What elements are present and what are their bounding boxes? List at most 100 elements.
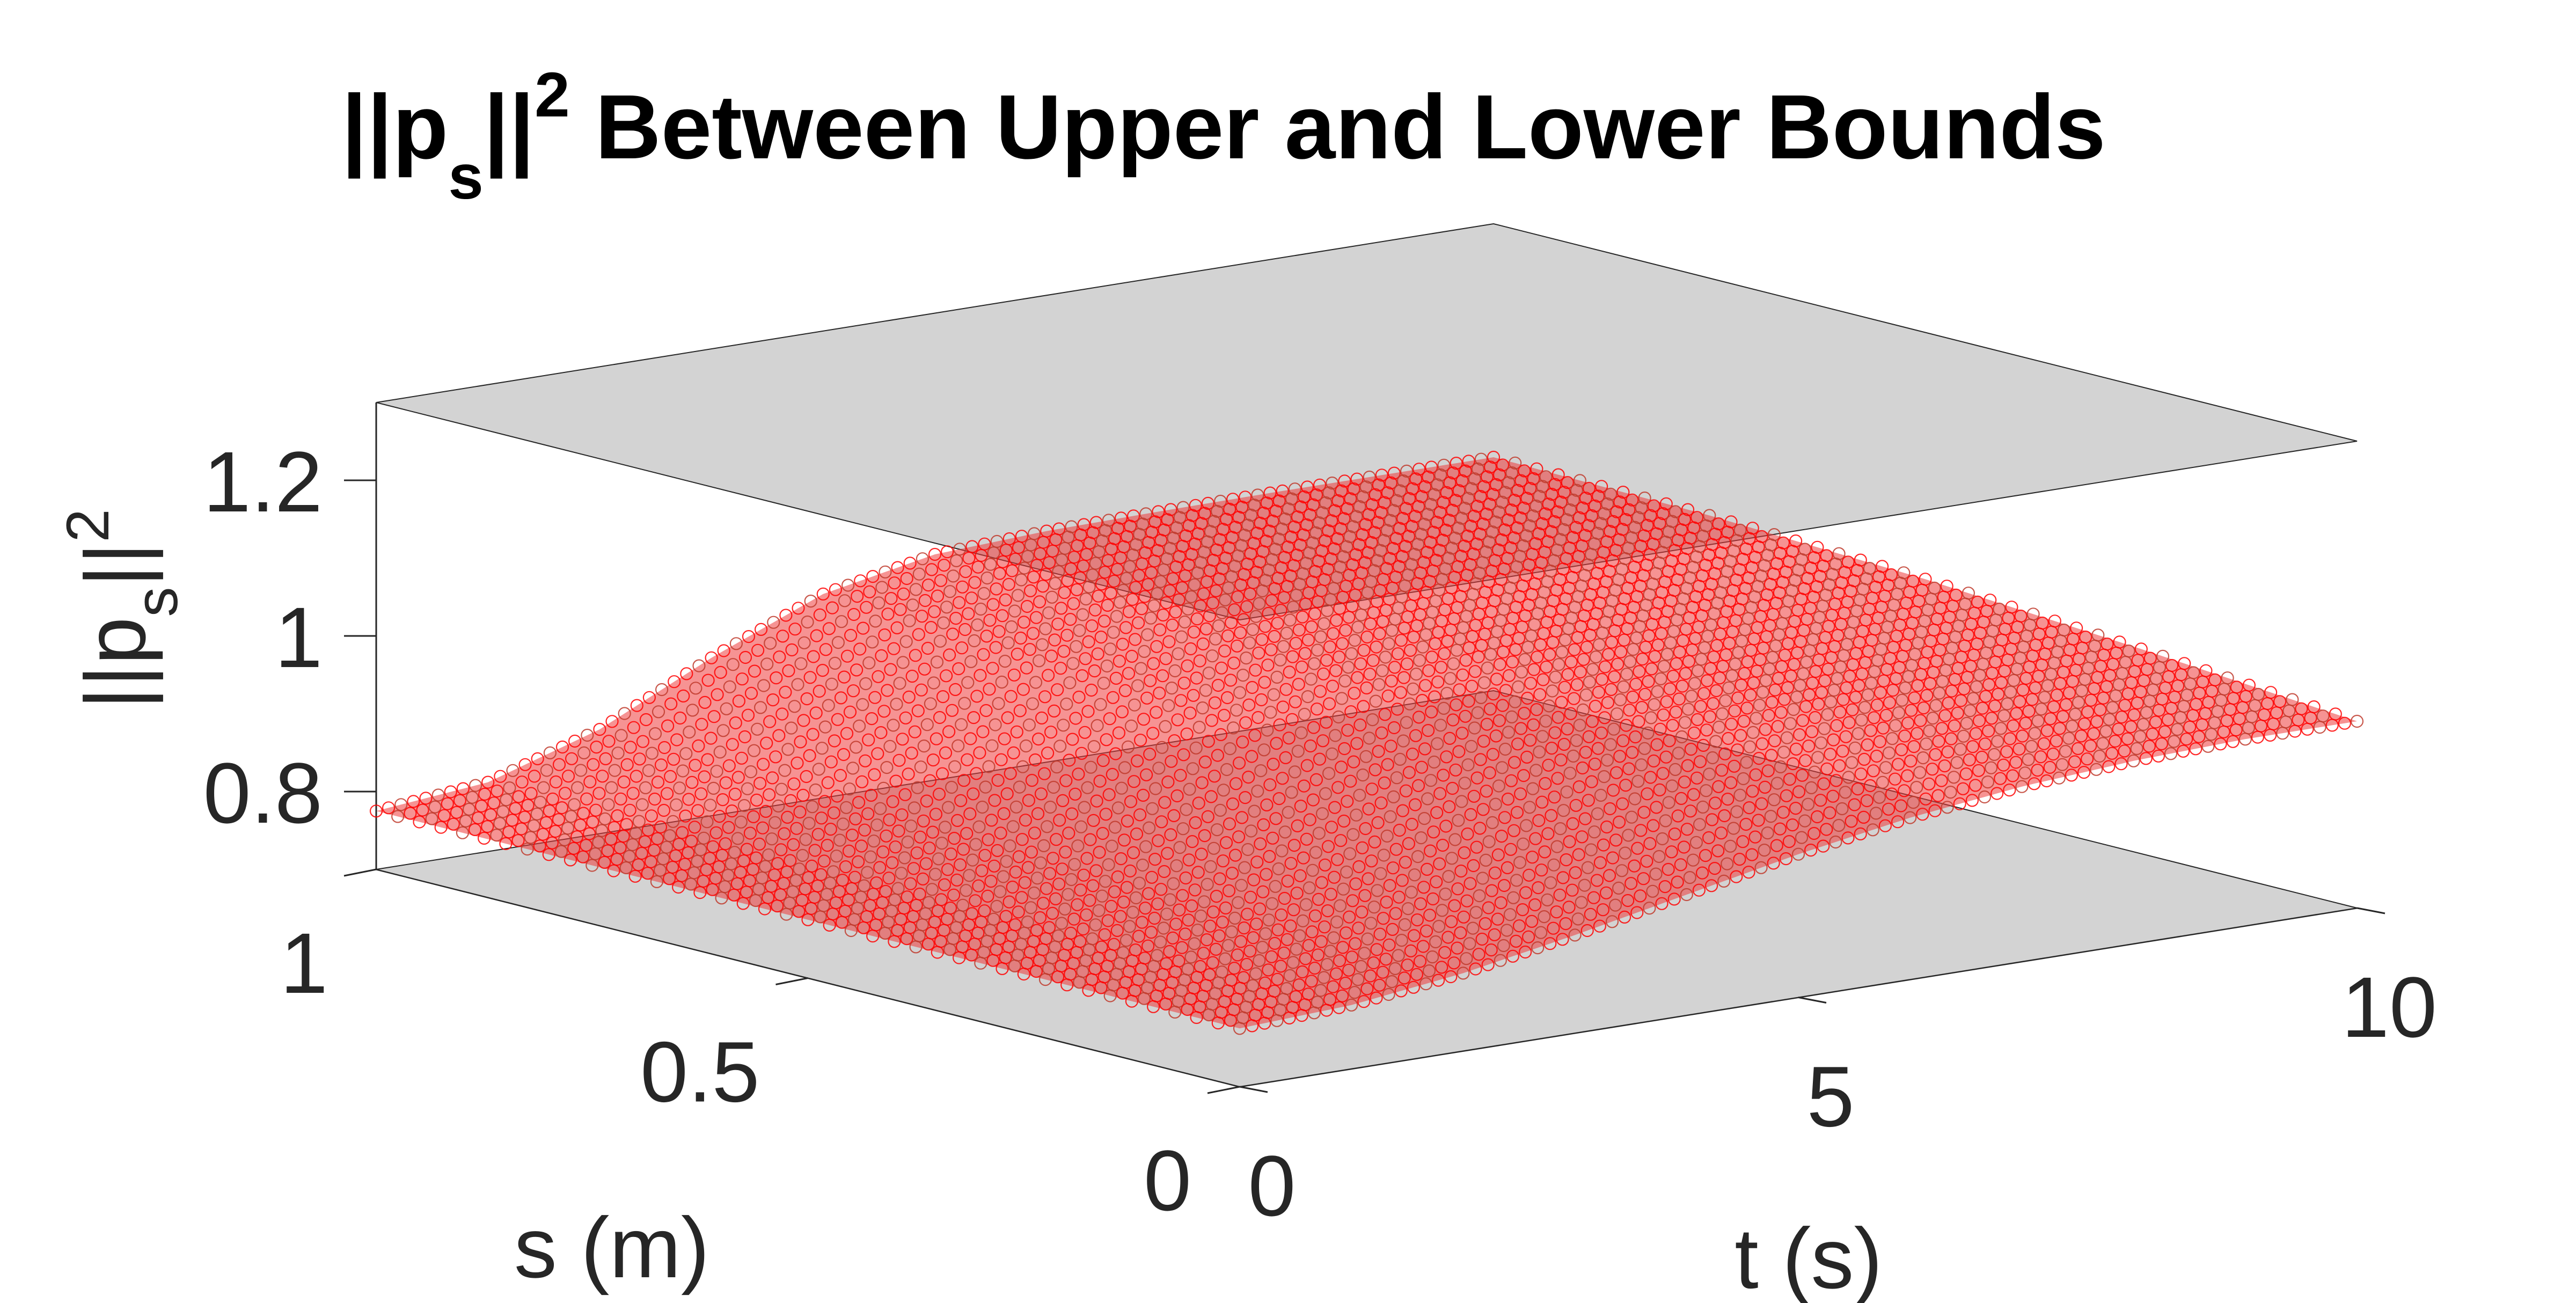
surface-marker — [1067, 551, 1081, 564]
surface-marker — [1030, 559, 1044, 572]
surface-marker — [727, 888, 741, 902]
surface-marker — [1860, 794, 1874, 808]
surface-marker — [1593, 856, 1607, 869]
surface-marker — [1355, 960, 1368, 973]
surface-marker — [1144, 611, 1158, 625]
surface-marker — [986, 954, 1000, 967]
surface-marker — [1386, 861, 1400, 875]
surface-marker — [1855, 713, 1868, 727]
surface-marker — [1280, 933, 1294, 946]
surface-marker — [1452, 521, 1465, 535]
surface-marker — [1305, 975, 1318, 988]
surface-marker — [1148, 911, 1161, 925]
surface-marker — [1755, 737, 1769, 751]
surface-marker — [1890, 672, 1903, 685]
surface-marker — [1196, 701, 1209, 715]
surface-marker — [2004, 685, 2017, 699]
surface-marker — [1242, 770, 1255, 784]
surface-marker — [1508, 494, 1521, 507]
surface-marker — [1441, 931, 1455, 944]
surface-marker — [1345, 998, 1358, 1012]
surface-marker — [1067, 912, 1081, 926]
surface-marker — [1791, 646, 1804, 660]
surface-marker — [796, 788, 810, 802]
surface-marker — [1556, 933, 1569, 946]
surface-marker — [1191, 866, 1205, 879]
surface-marker — [1029, 611, 1043, 624]
surface-marker — [1014, 573, 1028, 587]
surface-marker — [1413, 463, 1426, 476]
surface-marker — [1994, 772, 2007, 785]
surface-marker — [1356, 841, 1369, 854]
surface-marker — [1717, 874, 1731, 888]
surface-marker — [1062, 826, 1075, 840]
surface-marker — [737, 799, 751, 812]
surface-marker — [2118, 744, 2131, 758]
surface-marker — [957, 774, 971, 787]
surface-marker — [1479, 917, 1492, 931]
surface-marker — [1695, 866, 1709, 880]
surface-marker — [1352, 860, 1366, 874]
surface-marker — [1704, 662, 1717, 675]
surface-marker — [1727, 822, 1740, 835]
surface-marker — [1085, 683, 1098, 697]
surface-marker — [2009, 756, 2023, 769]
surface-marker — [846, 762, 860, 775]
surface-marker — [1814, 736, 1828, 750]
surface-marker — [1314, 984, 1327, 997]
surface-marker — [684, 877, 698, 891]
surface-marker — [1020, 661, 1034, 675]
surface-marker — [1790, 690, 1804, 704]
surface-marker — [1214, 728, 1227, 742]
surface-marker — [1206, 905, 1220, 919]
surface-marker — [1882, 746, 1896, 760]
surface-marker — [1635, 758, 1648, 772]
surface-marker — [1147, 1000, 1160, 1013]
surface-marker — [715, 891, 728, 905]
surface-marker — [830, 789, 844, 803]
surface-marker — [1412, 711, 1426, 724]
surface-marker — [1307, 657, 1321, 670]
surface-marker — [904, 819, 918, 833]
surface-marker — [1668, 763, 1682, 777]
surface-marker — [912, 628, 925, 641]
surface-marker — [769, 750, 782, 764]
surface-marker — [850, 663, 863, 677]
surface-marker — [1226, 797, 1240, 811]
surface-marker — [1374, 796, 1388, 810]
surface-marker — [1034, 787, 1048, 801]
surface-marker — [694, 787, 708, 801]
surface-marker — [965, 591, 978, 605]
surface-marker — [1998, 664, 2011, 678]
surface-marker — [1605, 683, 1618, 697]
surface-marker — [1192, 796, 1205, 810]
surface-marker — [1848, 741, 1862, 755]
surface-marker — [1074, 820, 1088, 833]
surface-marker — [973, 746, 986, 759]
surface-marker — [1733, 852, 1746, 866]
surface-marker — [1530, 462, 1543, 475]
surface-marker — [1609, 833, 1623, 847]
surface-marker — [1348, 986, 1362, 999]
surface-marker — [1506, 655, 1519, 669]
surface-marker — [477, 831, 491, 845]
surface-marker — [1455, 511, 1468, 525]
surface-marker — [965, 948, 978, 962]
surface-marker — [900, 572, 913, 585]
surface-marker — [890, 697, 903, 711]
surface-marker — [1316, 734, 1330, 748]
surface-marker — [1973, 668, 1987, 682]
surface-marker — [1232, 510, 1246, 524]
surface-marker — [1331, 853, 1344, 866]
surface-marker — [1080, 908, 1093, 921]
surface-marker — [1317, 667, 1330, 680]
surface-marker — [1148, 852, 1162, 866]
surface-marker — [1125, 649, 1139, 663]
surface-marker — [1132, 929, 1146, 943]
surface-marker — [1761, 826, 1774, 840]
surface-marker — [1066, 733, 1079, 746]
surface-marker — [1951, 706, 1964, 720]
surface-marker — [1532, 527, 1546, 540]
surface-marker — [1646, 819, 1660, 832]
surface-marker — [1268, 629, 1281, 643]
